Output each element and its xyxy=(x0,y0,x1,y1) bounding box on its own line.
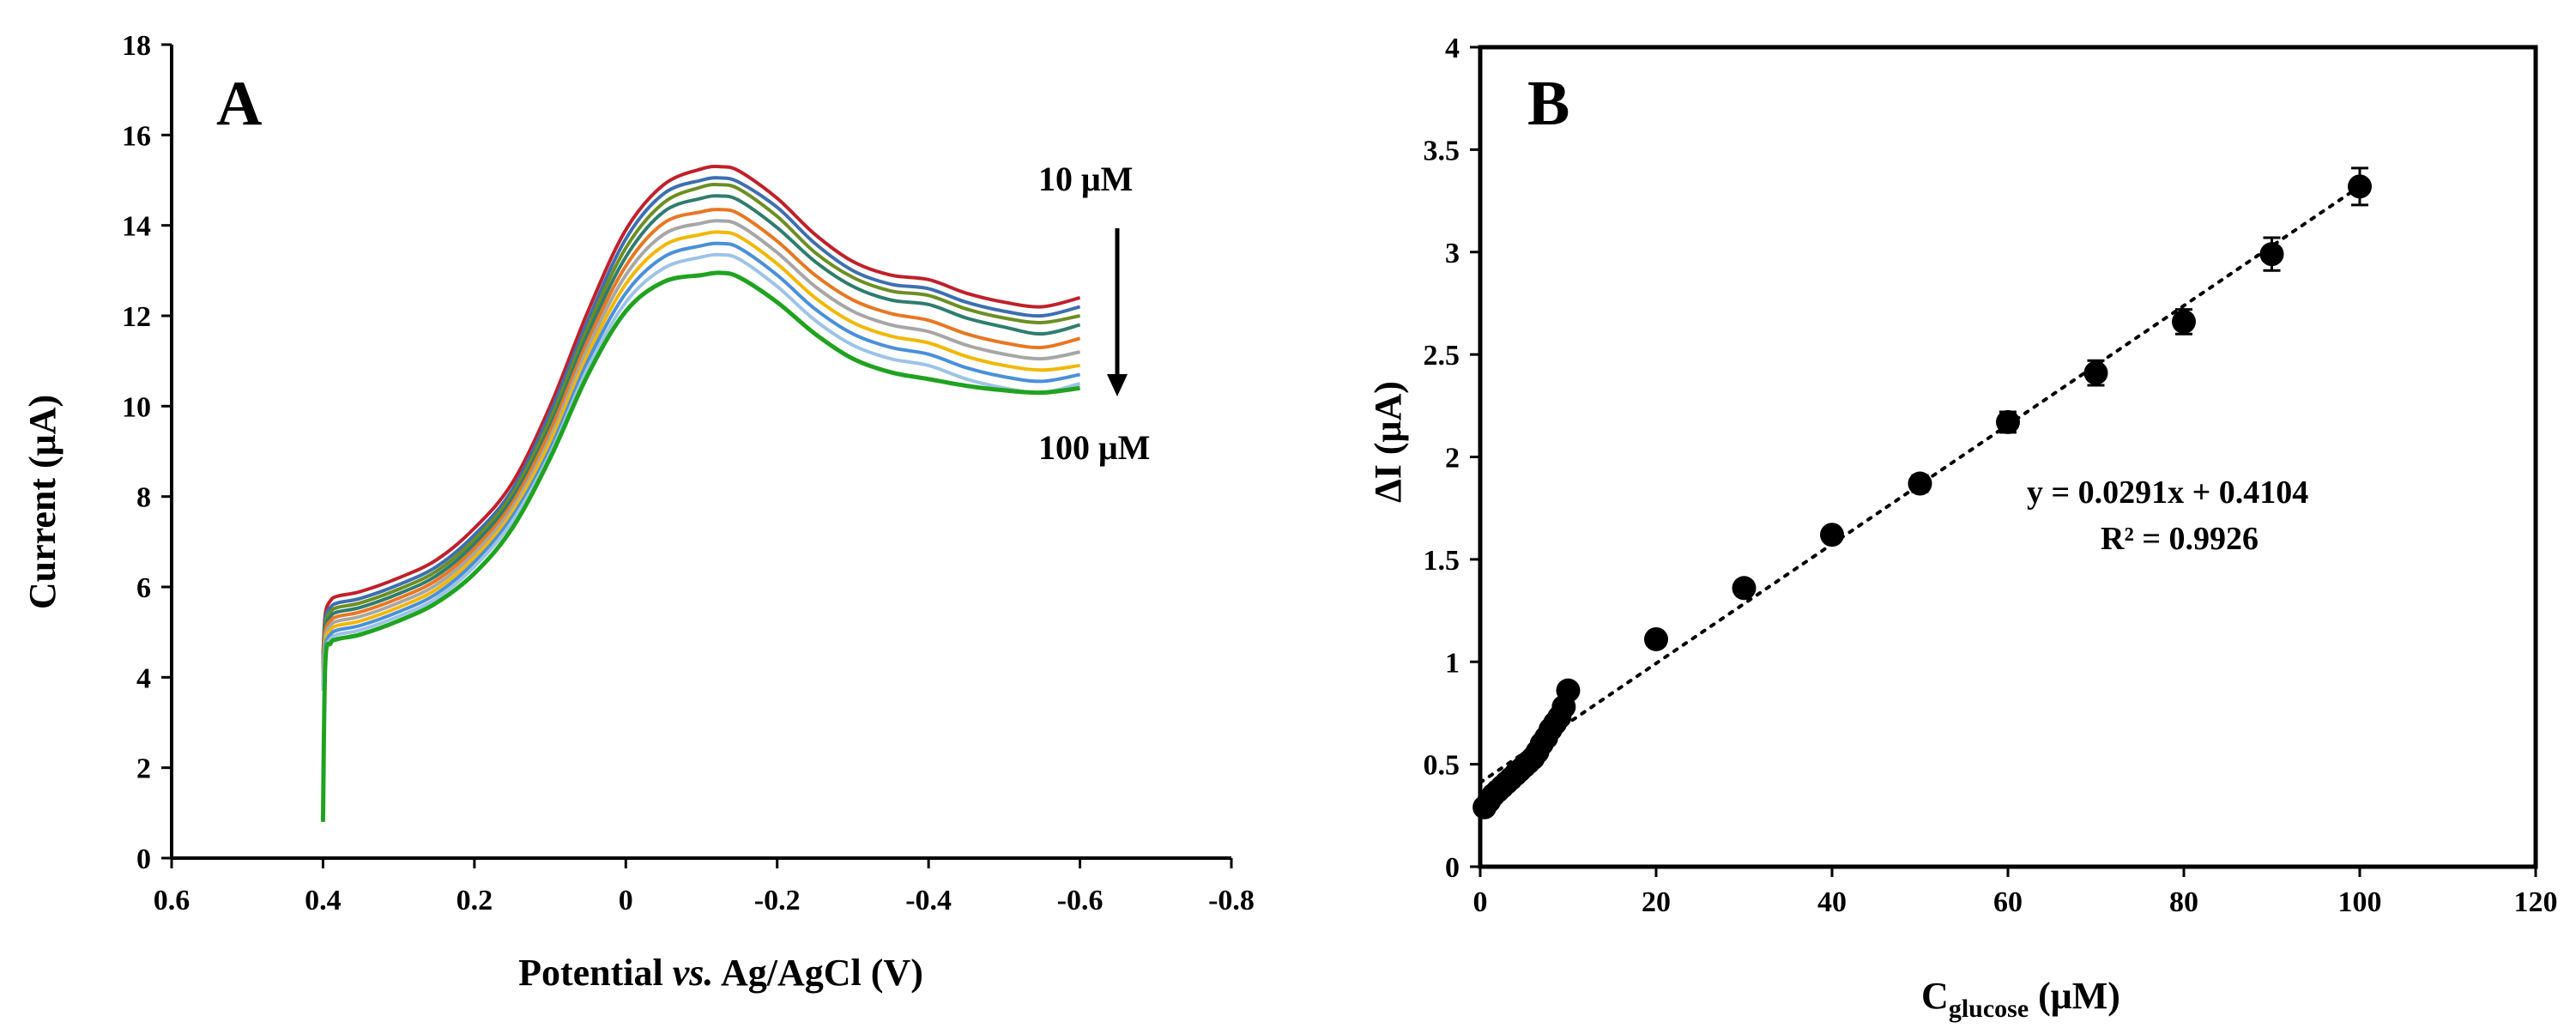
panel-a-arrow xyxy=(1107,228,1128,396)
panel-b-data-point xyxy=(2083,360,2108,385)
panel-a-series-line xyxy=(321,219,1080,678)
panel-a-xtick-label: -0.4 xyxy=(905,885,952,916)
panel-a-axes xyxy=(161,43,1233,868)
panel-a-ytick-label: 10 xyxy=(122,391,151,423)
panel-a-xlabel-vs: vs. xyxy=(673,952,714,994)
panel-b-data-point xyxy=(2348,174,2372,199)
panel-b-xtick-label: 0 xyxy=(1473,886,1488,918)
panel-a-xtick-label: -0.6 xyxy=(1057,885,1104,916)
panel-a-xtick-label: 0.2 xyxy=(457,885,493,916)
panel-b-points xyxy=(1472,166,2372,819)
panel-a-annotation-bottom: 100 μM xyxy=(1038,428,1150,467)
panel-b-ytick-label: 4 xyxy=(1445,33,1460,64)
panel-b-axes xyxy=(1470,45,2537,877)
panel-a-ytick-label: 4 xyxy=(136,662,151,694)
panel-b-ytick-label: 0.5 xyxy=(1424,750,1460,782)
panel-b-xlabel-unit: (μM) xyxy=(2029,975,2120,1017)
panel-b-data-point xyxy=(1556,678,1581,703)
panel-b-xlabel: Cglucose (μM) xyxy=(1921,975,2120,1023)
panel-a-series-line xyxy=(321,241,1080,686)
panel-a-xtick-label: 0.4 xyxy=(305,885,342,916)
panel-b-xtick-label: 120 xyxy=(2514,886,2558,918)
panel-a-annotation-top: 10 μM xyxy=(1038,160,1133,198)
panel-b-data-point xyxy=(2259,242,2284,267)
panel-a-curves xyxy=(320,164,1081,822)
panel-b-xtick-label: 100 xyxy=(2338,886,2382,918)
panel-b-chart: 00.511.522.533.540 20 40 60 80 100 120 B y = 0… xyxy=(1367,33,2558,1023)
panel-b-ylabel: ΔI (μA) xyxy=(1367,381,1409,503)
panel-b-ytick-label: 3.5 xyxy=(1424,135,1460,166)
panel-b-xtick-label: 80 xyxy=(2169,886,2198,918)
panel-a-ytick-label: 0 xyxy=(136,844,151,875)
panel-b-plot-frame xyxy=(1478,45,2538,869)
panel-b-xlabel-main: C xyxy=(1921,975,1949,1017)
panel-b-data-point xyxy=(1732,576,1757,601)
panel-a-tick-labels: 0 2 4 6 8 10 12 14 16 18 0.6 0.4 0.2 0 -0.2 -0.4 -0.6 -0.… xyxy=(122,30,1255,916)
panel-b-ytick-label: 2.5 xyxy=(1424,340,1460,372)
panel-b-data-point xyxy=(1996,409,2020,434)
panel-a-ytick-label: 6 xyxy=(136,572,151,604)
panel-a-chart: 0 2 4 6 8 10 12 14 16 18 0.6 0.4 0.2 0 -0.2 -0.4 -0.6 -0.… xyxy=(21,30,1255,994)
panel-b-xlabel-sub: glucose xyxy=(1949,995,2029,1023)
panel-a-series-line xyxy=(321,230,1080,682)
panel-b-trendline xyxy=(1478,184,2361,785)
panel-b-data-point xyxy=(1908,471,1932,496)
panel-a-series-line xyxy=(321,176,1081,660)
panel-b-xtick-label: 40 xyxy=(1817,886,1847,918)
panel-b-ytick-label: 0 xyxy=(1445,852,1460,884)
panel-a-series-line xyxy=(321,164,1081,656)
panel-b-letter: B xyxy=(1527,69,1569,139)
panel-b-ytick-label: 1.5 xyxy=(1424,545,1460,577)
panel-a-ylabel: Current (μA) xyxy=(21,395,63,609)
panel-b-ytick-label: 3 xyxy=(1445,238,1460,269)
panel-b-data-point xyxy=(1820,523,1844,547)
panel-a-series-line xyxy=(321,208,1081,674)
panel-a-series-line xyxy=(321,194,1081,668)
panel-b-equation: y = 0.0291x + 0.4104 xyxy=(2027,475,2308,511)
panel-a-ytick-label: 8 xyxy=(136,482,151,514)
panel-a-letter: A xyxy=(216,69,262,139)
panel-a-xtick-label: -0.2 xyxy=(754,885,801,916)
panel-b-fit-line xyxy=(1478,184,2361,785)
panel-a-ytick-label: 2 xyxy=(136,753,151,785)
panel-a-xtick-label: 0.6 xyxy=(154,885,190,916)
panel-a-xlabel-part2: Ag/AgCl (V) xyxy=(713,952,922,994)
panel-a-xlabel-part1: Potential xyxy=(518,952,673,994)
panel-a-ytick-label: 18 xyxy=(122,30,151,62)
panel-a-xtick-label: -0.8 xyxy=(1208,885,1255,916)
panel-a-series-line xyxy=(320,270,1080,822)
panel-a-series-line xyxy=(321,252,1081,692)
panel-b-ytick-label: 2 xyxy=(1445,443,1460,475)
panel-b-xtick-label: 20 xyxy=(1642,886,1671,918)
panel-a-ytick-label: 12 xyxy=(122,301,151,333)
panel-b-tick-labels: 00.511.522.533.540 20 40 60 80 100 120 xyxy=(1424,33,2558,918)
panel-b-data-point xyxy=(1644,626,1668,651)
panel-b-data-point xyxy=(2172,309,2196,334)
panel-b-ytick-label: 1 xyxy=(1445,647,1460,679)
panel-b-xtick-label: 60 xyxy=(1993,886,2023,918)
panel-a-ytick-label: 16 xyxy=(122,120,151,152)
panel-a-ytick-label: 14 xyxy=(122,211,151,243)
panel-a-series-line xyxy=(321,182,1080,664)
panel-a-xlabel: Potential vs. Ag/AgCl (V) xyxy=(518,952,923,994)
panel-a-xtick-label: 0 xyxy=(619,885,633,916)
panel-b-r-squared: R² = 0.9926 xyxy=(2101,521,2259,557)
